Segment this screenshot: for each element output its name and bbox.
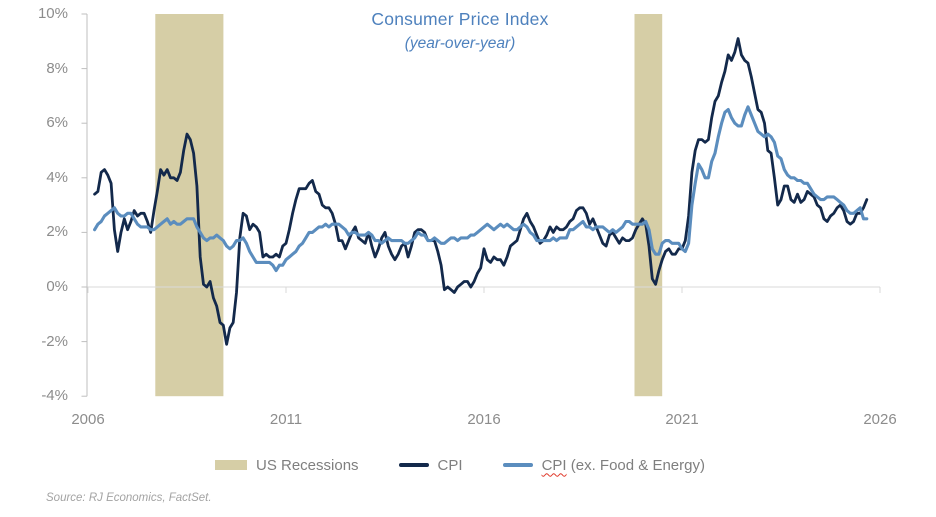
legend-label-core-cpi-rest: (ex. Food & Energy) — [566, 456, 705, 474]
y-tick-label: 6% — [46, 114, 68, 132]
x-tick-label: 2011 — [269, 411, 303, 428]
y-tick-label: 8% — [46, 59, 68, 77]
y-tick-label: -2% — [41, 332, 68, 350]
chart-subtitle: (year-over-year) — [404, 35, 516, 52]
legend-label-us-recessions: US Recessions — [256, 456, 359, 474]
chart-title: Consumer Price Index — [371, 9, 549, 29]
x-tick-label: 2016 — [467, 411, 501, 428]
legend-item-us-recessions: US Recessions — [215, 457, 359, 474]
legend: US Recessions CPI CPI (ex. Food & Energy… — [87, 452, 833, 478]
x-tick-label: 2006 — [71, 411, 105, 428]
y-tick-label: -4% — [41, 387, 68, 405]
legend-label-core-cpi: CPI (ex. Food & Energy) — [542, 457, 705, 474]
y-tick-label: 2% — [46, 223, 68, 241]
recession-swatch — [215, 460, 247, 470]
legend-item-core-cpi: CPI (ex. Food & Energy) — [502, 457, 705, 474]
legend-item-cpi: CPI — [398, 456, 463, 474]
legend-label-core-cpi-word: CPI — [541, 456, 567, 474]
cpi-line — [93, 37, 869, 346]
recession-band — [634, 14, 663, 397]
cpi-line-swatch — [398, 463, 429, 467]
recession-band — [155, 14, 224, 397]
core-cpi-line — [93, 105, 869, 273]
y-tick-label: 0% — [46, 278, 68, 295]
x-tick-label: 2021 — [665, 411, 699, 428]
legend-label-cpi: CPI — [437, 456, 463, 474]
source-note: Source: RJ Economics, FactSet. — [46, 492, 212, 504]
y-tick-label: 4% — [46, 168, 68, 186]
core-cpi-line-swatch — [502, 463, 533, 467]
x-tick-label: 2026 — [863, 411, 897, 428]
y-tick-label: 10% — [37, 5, 68, 22]
